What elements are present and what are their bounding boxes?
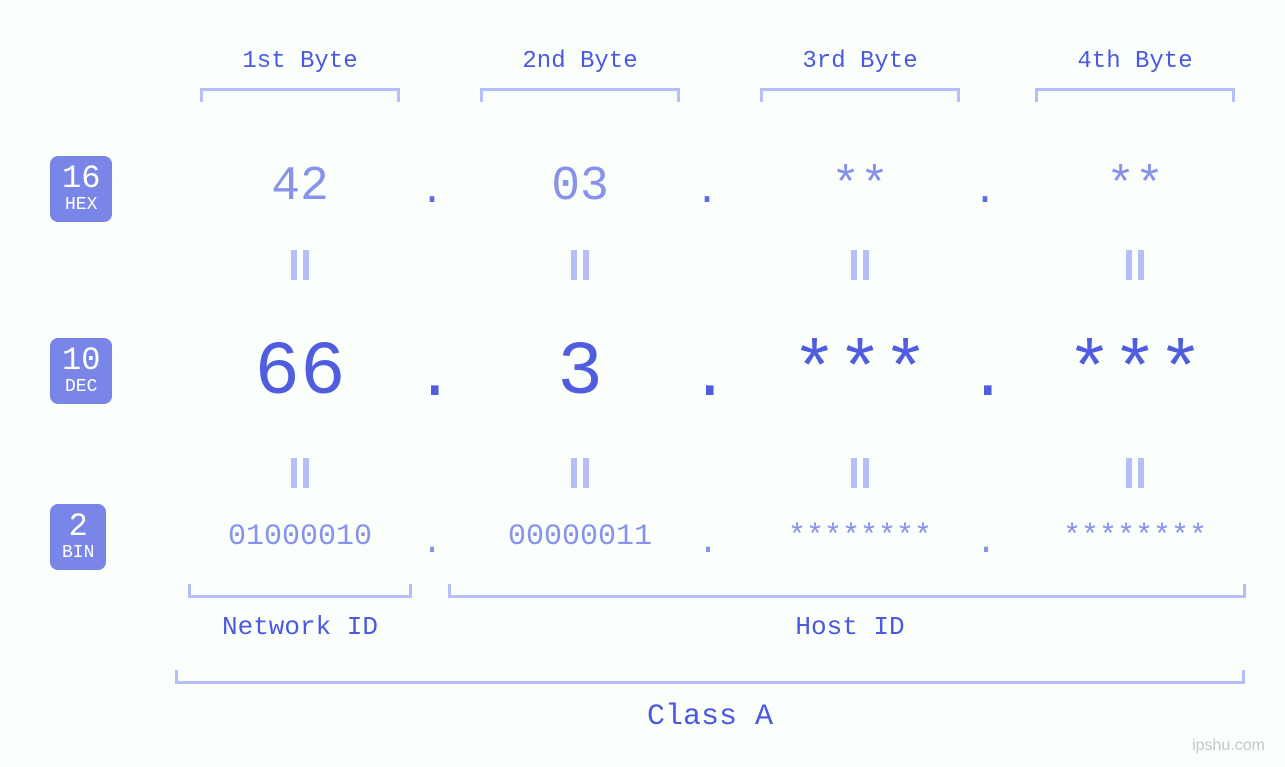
badge-bin-lbl: BIN xyxy=(62,544,94,563)
hex-sep-2: . xyxy=(695,170,719,215)
eq-hex-dec-1 xyxy=(289,250,311,280)
bin-sep-2: . xyxy=(696,522,720,563)
badge-bin-num: 2 xyxy=(62,510,94,544)
badge-dec: 10 DEC xyxy=(50,338,112,404)
host-id-bracket xyxy=(448,584,1246,598)
hex-sep-1: . xyxy=(420,170,444,215)
host-id-label: Host ID xyxy=(770,612,930,642)
dec-sep-2: . xyxy=(690,340,724,415)
eq-dec-bin-4 xyxy=(1124,458,1146,488)
top-bracket-3 xyxy=(760,88,960,102)
hex-sep-3: . xyxy=(973,170,997,215)
dec-byte-2: 3 xyxy=(460,330,700,416)
watermark: ipshu.com xyxy=(1192,737,1265,755)
eq-hex-dec-4 xyxy=(1124,250,1146,280)
badge-hex: 16 HEX xyxy=(50,156,112,222)
top-label-1: 1st Byte xyxy=(240,48,360,75)
eq-dec-bin-2 xyxy=(569,458,591,488)
eq-dec-bin-3 xyxy=(849,458,871,488)
hex-byte-1: 42 xyxy=(200,160,400,214)
dec-sep-3: . xyxy=(968,340,1002,415)
bin-sep-3: . xyxy=(974,522,998,563)
dec-byte-3: *** xyxy=(740,330,980,416)
bin-byte-2: 00000011 xyxy=(460,520,700,554)
ip-diagram: 16 HEX 10 DEC 2 BIN 1st Byte 2nd Byte 3r… xyxy=(0,0,1285,767)
badge-hex-lbl: HEX xyxy=(62,196,100,215)
bin-byte-4: ******** xyxy=(1015,520,1255,554)
top-label-3: 3rd Byte xyxy=(800,48,920,75)
badge-hex-num: 16 xyxy=(62,162,100,196)
top-label-4: 4th Byte xyxy=(1075,48,1195,75)
badge-dec-num: 10 xyxy=(62,344,100,378)
dec-byte-4: *** xyxy=(1015,330,1255,416)
bin-byte-1: 01000010 xyxy=(180,520,420,554)
dec-sep-1: . xyxy=(415,340,449,415)
top-bracket-4 xyxy=(1035,88,1235,102)
class-label: Class A xyxy=(630,700,790,734)
hex-byte-3: ** xyxy=(760,160,960,214)
hex-byte-4: ** xyxy=(1035,160,1235,214)
eq-hex-dec-3 xyxy=(849,250,871,280)
top-label-2: 2nd Byte xyxy=(520,48,640,75)
eq-hex-dec-2 xyxy=(569,250,591,280)
bin-byte-3: ******** xyxy=(740,520,980,554)
network-id-label: Network ID xyxy=(200,612,400,642)
bin-sep-1: . xyxy=(420,522,444,563)
network-id-bracket xyxy=(188,584,412,598)
class-bracket xyxy=(175,670,1245,684)
badge-dec-lbl: DEC xyxy=(62,378,100,397)
top-bracket-1 xyxy=(200,88,400,102)
dec-byte-1: 66 xyxy=(180,330,420,416)
badge-bin: 2 BIN xyxy=(50,504,106,570)
top-bracket-2 xyxy=(480,88,680,102)
hex-byte-2: 03 xyxy=(480,160,680,214)
eq-dec-bin-1 xyxy=(289,458,311,488)
